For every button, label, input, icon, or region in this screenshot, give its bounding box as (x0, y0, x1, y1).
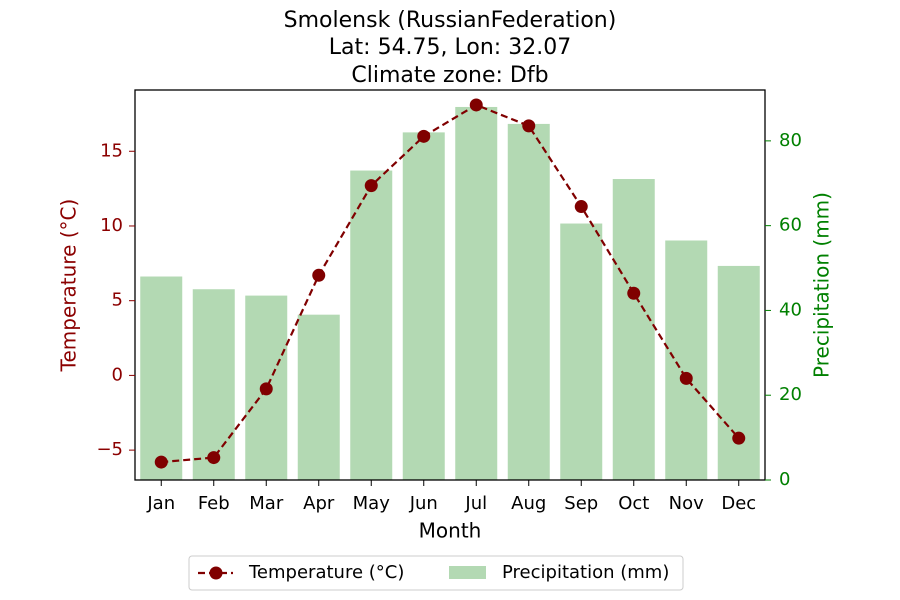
temperature-point-may (364, 179, 378, 193)
y-left-tick-label: 5 (112, 290, 123, 311)
plot-area-frame (134, 89, 766, 481)
x-tick-label-may: May (353, 493, 391, 514)
x-tick-label-apr: Apr (303, 493, 335, 514)
legend: Temperature (°C) Precipitation (mm) (188, 555, 684, 591)
precipitation-bars (140, 106, 760, 481)
y-axis-right: 0 20 40 60 80 (765, 130, 802, 490)
x-tick-label-feb: Feb (198, 493, 230, 514)
temperature-point-dec (732, 431, 746, 445)
legend-temperature-marker (209, 566, 223, 580)
temperature-point-mar (259, 382, 273, 396)
legend-precipitation-swatch (449, 566, 486, 579)
precipitation-bar-may (350, 170, 393, 481)
precipitation-bar-oct (612, 179, 655, 481)
x-tick-label-oct: Oct (618, 493, 649, 514)
precipitation-bar-jun (402, 132, 445, 481)
y-left-tick-label: 0 (112, 364, 123, 385)
precipitation-bar-nov (665, 240, 708, 480)
temperature-series-line (161, 103, 740, 464)
y-axis-right-label: Precipitation (mm) (810, 192, 834, 378)
title-line-2: Lat: 54.75, Lon: 32.07 (329, 35, 571, 60)
title-line-3: Climate zone: Dfb (351, 63, 548, 88)
precipitation-bar-feb (192, 289, 235, 480)
legend-temperature-label: Temperature (°C) (248, 562, 404, 583)
x-tick-label-dec: Dec (721, 493, 756, 514)
x-tick-label-sep: Sep (564, 493, 598, 514)
precipitation-bar-jul (455, 106, 498, 481)
temperature-point-feb (207, 451, 221, 465)
title-line-1: Smolensk (RussianFederation) (284, 8, 617, 33)
temperature-line (154, 98, 746, 469)
x-axis: Jan Feb Mar Apr May Jun Jul Aug Sep Oct Nov Dec (146, 480, 756, 514)
temperature-point-oct (627, 286, 641, 300)
x-axis-label: Month (419, 519, 482, 543)
temperature-point-jul (469, 98, 483, 112)
x-tick-label-mar: Mar (249, 493, 284, 514)
legend-box (188, 555, 684, 591)
chart-title: Smolensk (RussianFederation) Lat: 54.75,… (284, 8, 617, 88)
temperature-point-jun (417, 129, 431, 143)
temperature-point-sep (574, 200, 588, 214)
y-right-tick-label: 60 (779, 215, 802, 236)
x-tick-label-aug: Aug (511, 493, 546, 514)
precipitation-bar-sep (560, 223, 603, 481)
y-axis-left: −5 0 5 10 15 (96, 140, 135, 460)
y-left-tick-label: 10 (100, 215, 123, 236)
precipitation-bar-dec (717, 265, 760, 480)
precipitation-bar-apr (297, 314, 340, 480)
x-tick-label-jun: Jun (409, 493, 438, 514)
precipitation-bar-aug (507, 123, 550, 481)
y-right-tick-label: 20 (779, 384, 802, 405)
precipitation-bar-jan (140, 276, 183, 480)
x-tick-label-nov: Nov (669, 493, 704, 514)
temperature-point-jan (154, 455, 168, 469)
y-axis-left-label: Temperature (°C) (57, 199, 81, 373)
x-tick-label-jul: Jul (464, 493, 487, 514)
y-left-tick-label: 15 (100, 140, 123, 161)
x-tick-label-jan: Jan (146, 493, 175, 514)
legend-precipitation-label: Precipitation (mm) (502, 562, 669, 583)
temperature-point-apr (312, 268, 326, 282)
y-right-tick-label: 0 (779, 469, 790, 490)
y-right-tick-label: 40 (779, 299, 802, 320)
y-left-tick-label: −5 (96, 439, 123, 460)
temperature-point-nov (679, 371, 693, 385)
y-right-tick-label: 80 (779, 130, 802, 151)
temperature-point-aug (522, 119, 536, 133)
